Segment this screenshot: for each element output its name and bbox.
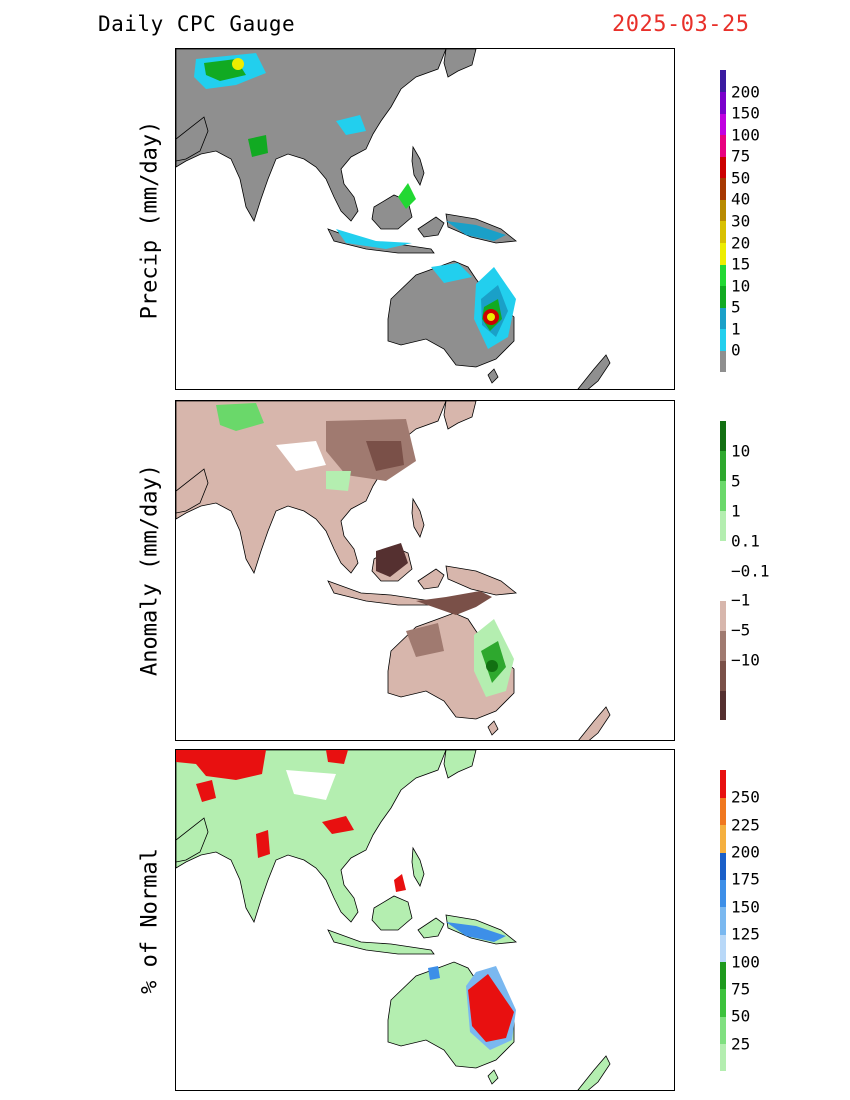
colorbar-swatch	[720, 540, 726, 571]
colorbar-tick-label: 25	[731, 1034, 751, 1054]
date-label: 2025-03-25	[612, 12, 750, 37]
colorbar-swatch	[720, 630, 726, 661]
precip-map	[175, 48, 675, 390]
colorbar-tick-label: 40	[731, 189, 751, 209]
anomaly-map	[175, 400, 675, 741]
colorbar-tick-label: 10	[731, 441, 751, 461]
colorbar-tick-label: 1	[731, 319, 741, 339]
percent-ylabel: % of Normal	[137, 848, 163, 994]
colorbar-swatch	[720, 852, 726, 880]
colorbar-tick-label: 125	[731, 924, 760, 944]
colorbar-swatch	[720, 480, 726, 512]
colorbar-swatch	[720, 600, 726, 631]
colorbar-tick-label: −10	[731, 650, 760, 670]
chart-title: Daily CPC Gauge	[98, 12, 296, 36]
colorbar-tick-label: 5	[731, 297, 741, 317]
colorbar-swatch	[720, 824, 726, 853]
colorbar-swatch	[720, 906, 726, 935]
anomaly-map-svg	[176, 401, 611, 740]
colorbar-swatch	[720, 199, 726, 222]
colorbar-tick-label: 30	[731, 211, 751, 231]
colorbar-tick-label: 20	[731, 233, 751, 253]
colorbar-swatch	[720, 570, 726, 601]
colorbar-tick-label: −1	[731, 590, 751, 610]
percent-land	[176, 750, 611, 1090]
colorbar-swatch	[720, 1016, 726, 1045]
colorbar-swatch	[720, 421, 726, 452]
colorbar-swatch	[720, 510, 726, 542]
colorbar-swatch	[720, 690, 726, 721]
anomaly-colorbar	[720, 421, 726, 721]
percent-colorbar	[720, 770, 726, 1072]
colorbar-swatch	[720, 770, 726, 798]
colorbar-swatch	[720, 156, 726, 179]
colorbar-tick-label: 250	[731, 787, 760, 807]
tibet-rain	[232, 58, 244, 70]
colorbar-swatch	[720, 264, 726, 287]
borneo-rain	[398, 183, 416, 209]
colorbar-tick-label: 175	[731, 869, 760, 889]
colorbar-tick-label: 10	[731, 276, 751, 296]
colorbar-tick-label: 100	[731, 952, 760, 972]
percent-map-svg	[176, 750, 611, 1090]
colorbar-swatch	[720, 961, 726, 990]
colorbar-tick-label: 50	[731, 168, 751, 188]
colorbar-swatch	[720, 177, 726, 200]
colorbar-swatch	[720, 91, 726, 114]
colorbar-swatch	[720, 660, 726, 691]
colorbar-swatch	[720, 221, 726, 244]
colorbar-swatch	[720, 285, 726, 308]
colorbar-swatch	[720, 70, 726, 93]
colorbar-swatch	[720, 797, 726, 826]
colorbar-tick-label: 200	[731, 842, 760, 862]
colorbar-swatch	[720, 328, 726, 351]
precip-colorbar	[720, 70, 726, 373]
colorbar-tick-label: 150	[731, 897, 760, 917]
precip-land	[176, 49, 611, 389]
colorbar-swatch	[720, 113, 726, 136]
percent-fields	[176, 750, 516, 1050]
anomaly-fields	[216, 403, 514, 697]
colorbar-swatch	[720, 450, 726, 482]
colorbar-tick-label: 1	[731, 501, 741, 521]
colorbar-tick-label: 225	[731, 815, 760, 835]
colorbar-tick-label: 0	[731, 340, 741, 360]
colorbar-swatch	[720, 1043, 726, 1072]
colorbar-tick-label: 150	[731, 103, 760, 123]
anomaly-ylabel: Anomaly (mm/day)	[137, 464, 163, 676]
colorbar-swatch	[720, 988, 726, 1017]
tibet-above-normal	[176, 750, 266, 780]
colorbar-tick-label: 50	[731, 1006, 751, 1026]
colorbar-swatch	[720, 134, 726, 157]
percent-map	[175, 749, 675, 1091]
precip-rain-fields	[194, 53, 516, 349]
colorbar-tick-label: 5	[731, 471, 741, 491]
queensland-above-normal	[468, 974, 514, 1042]
colorbar-swatch	[720, 307, 726, 330]
precip-map-svg	[176, 49, 611, 389]
colorbar-tick-label: −0.1	[731, 561, 770, 580]
colorbar-tick-label: 75	[731, 146, 751, 166]
colorbar-swatch	[720, 934, 726, 963]
colorbar-tick-label: 75	[731, 979, 751, 999]
precip-ylabel: Precip (mm/day)	[137, 120, 163, 320]
colorbar-swatch	[720, 879, 726, 908]
colorbar-tick-label: −5	[731, 620, 751, 640]
colorbar-tick-label: 100	[731, 125, 760, 145]
colorbar-tick-label: 15	[731, 254, 751, 274]
colorbar-tick-label: 0.1	[731, 531, 760, 551]
colorbar-swatch	[720, 350, 726, 373]
colorbar-tick-label: 200	[731, 82, 760, 102]
colorbar-swatch	[720, 242, 726, 265]
